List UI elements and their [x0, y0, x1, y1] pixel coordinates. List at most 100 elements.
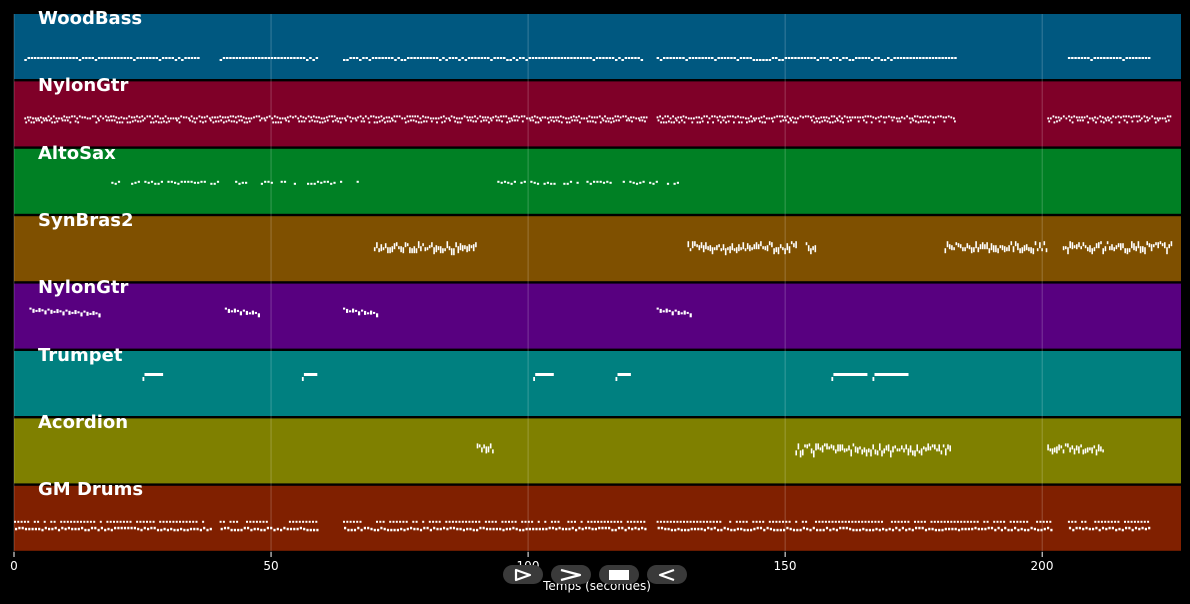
note: [128, 115, 131, 118]
note: [984, 244, 986, 250]
note: [398, 246, 400, 250]
note: [818, 520, 821, 523]
note: [888, 527, 891, 531]
note: [988, 248, 991, 254]
note: [587, 520, 590, 523]
note: [839, 120, 842, 123]
note: [463, 115, 466, 118]
note: [638, 119, 641, 122]
note: [644, 527, 647, 531]
note: [611, 117, 614, 120]
note: [29, 116, 32, 119]
note: [1141, 526, 1144, 530]
note: [706, 520, 709, 523]
play-button[interactable]: [503, 565, 543, 584]
note: [312, 59, 315, 61]
note: [330, 182, 333, 185]
note: [446, 527, 449, 531]
note: [899, 57, 903, 59]
note: [1039, 520, 1042, 523]
note: [138, 116, 141, 119]
note: [1138, 57, 1141, 59]
rewind-button[interactable]: [647, 565, 687, 584]
note: [149, 520, 152, 523]
note: [865, 449, 868, 457]
note: [596, 180, 599, 183]
note: [660, 526, 664, 530]
note: [1147, 119, 1149, 122]
note: [100, 526, 103, 530]
note: [957, 528, 961, 532]
note: [667, 527, 670, 531]
note: [746, 243, 749, 250]
note: [659, 308, 662, 313]
note: [606, 180, 609, 183]
note: [503, 57, 506, 59]
note: [709, 520, 712, 523]
note: [561, 527, 564, 531]
note: [488, 520, 491, 523]
note: [254, 57, 258, 59]
note: [1138, 115, 1141, 118]
note: [662, 121, 665, 124]
note: [156, 528, 160, 532]
note: [310, 116, 313, 119]
note: [393, 115, 396, 118]
note: [712, 121, 714, 124]
forward-button[interactable]: [551, 565, 591, 584]
note: [93, 520, 96, 523]
note: [759, 120, 761, 123]
note: [343, 307, 346, 310]
note: [786, 115, 789, 118]
note: [755, 520, 758, 523]
note: [1062, 449, 1065, 454]
note: [147, 181, 150, 184]
note: [224, 116, 227, 119]
note: [739, 57, 743, 59]
note: [59, 57, 62, 59]
note: [892, 446, 894, 453]
note: [568, 121, 571, 124]
note: [34, 527, 37, 531]
note: [756, 526, 759, 530]
note: [306, 59, 309, 61]
note: [506, 59, 509, 61]
note: [857, 120, 860, 123]
note: [622, 180, 625, 183]
note: [723, 57, 727, 59]
note: [805, 242, 808, 246]
note: [1058, 444, 1060, 451]
note: [528, 527, 531, 531]
note: [750, 528, 753, 532]
note: [312, 520, 314, 523]
note: [422, 115, 424, 118]
note: [711, 247, 714, 255]
note: [1114, 520, 1117, 523]
note: [1096, 57, 1100, 59]
note: [260, 182, 263, 185]
note: [87, 528, 90, 532]
note: [999, 245, 1002, 249]
note: [111, 181, 114, 184]
stop-button[interactable]: [599, 565, 639, 584]
note: [188, 117, 190, 120]
note: [720, 248, 723, 252]
note: [220, 527, 223, 531]
note: [630, 520, 633, 523]
note: [458, 520, 461, 523]
note: [1020, 527, 1023, 531]
note: [203, 116, 206, 119]
note: [414, 115, 417, 118]
note: [829, 121, 831, 124]
note: [816, 120, 818, 123]
note: [589, 57, 592, 59]
note: [1067, 443, 1069, 448]
note: [188, 520, 191, 523]
note: [223, 526, 227, 530]
note: [432, 520, 435, 523]
note: [704, 57, 708, 59]
note: [1117, 520, 1120, 523]
note: [550, 182, 553, 185]
note: [1009, 520, 1012, 523]
note: [857, 520, 860, 523]
